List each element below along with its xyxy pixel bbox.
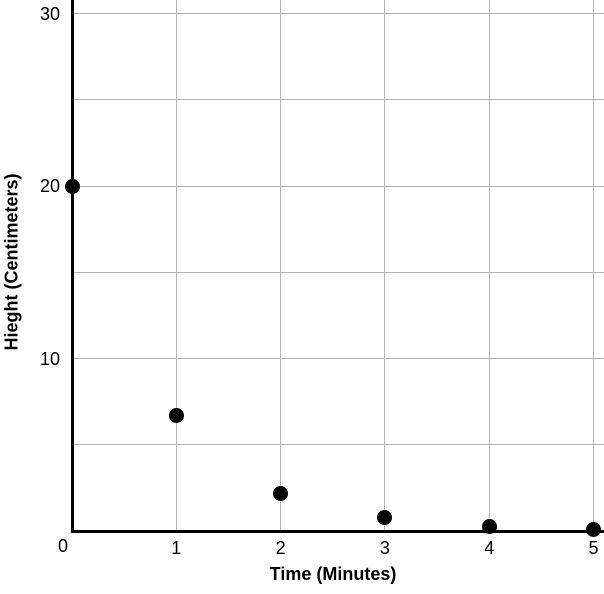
y-axis-line: [70, 0, 74, 533]
origin-tick-label: 0: [57, 536, 68, 556]
horizontal-gridline: [72, 271, 604, 273]
data-point: [64, 178, 80, 194]
vertical-gridline: [384, 0, 386, 531]
x-axis-title: Time (Minutes): [269, 564, 397, 584]
data-point: [377, 509, 393, 525]
data-point: [586, 521, 602, 537]
y-axis-tick-label: 20: [39, 176, 60, 197]
horizontal-gridline: [72, 444, 604, 446]
vertical-gridline: [488, 0, 490, 531]
x-axis-tick-label: 5: [588, 538, 599, 558]
x-axis-tick-label: 3: [379, 538, 390, 558]
vertical-gridline: [175, 0, 177, 531]
horizontal-gridline: [72, 99, 604, 101]
y-axis-tick-label: 30: [39, 3, 60, 24]
vertical-gridline: [593, 0, 595, 531]
horizontal-gridline: [72, 358, 604, 360]
x-axis-tick-label: 1: [171, 538, 182, 558]
x-axis-tick-label: 4: [484, 538, 495, 558]
horizontal-gridline: [72, 13, 604, 15]
horizontal-gridline: [72, 185, 604, 187]
x-axis-line: [70, 529, 604, 533]
data-point: [168, 407, 184, 423]
data-point: [273, 485, 289, 501]
y-axis-title: Hieght (Centimeters): [1, 173, 22, 351]
vertical-gridline: [280, 0, 282, 531]
x-axis-tick-label: 2: [275, 538, 286, 558]
y-axis-tick-label: 10: [39, 348, 60, 369]
data-point: [481, 519, 497, 535]
